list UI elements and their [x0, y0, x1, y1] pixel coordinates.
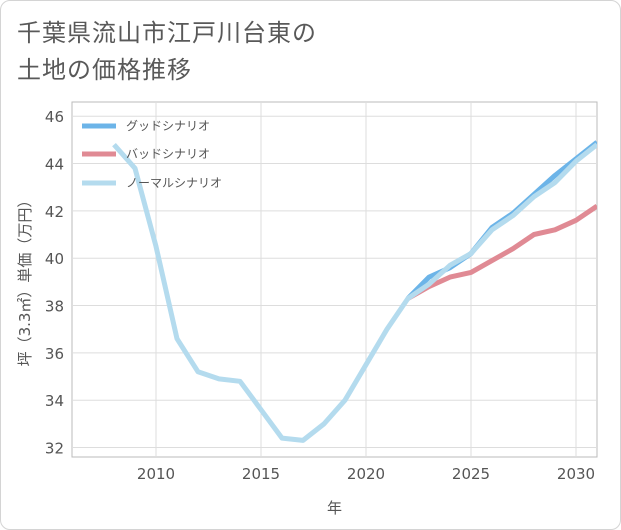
chart-title: 千葉県流山市江戸川台東の 土地の価格推移 [17, 15, 317, 89]
legend-label: グッドシナリオ [126, 119, 210, 133]
y-tick-label: 38 [45, 298, 64, 316]
chart-title-line-1: 千葉県流山市江戸川台東の [17, 19, 317, 47]
y-tick-label: 46 [45, 108, 64, 126]
y-tick-label: 42 [45, 203, 64, 221]
y-tick-label: 32 [45, 440, 64, 458]
series-line-bad [406, 204, 597, 301]
x-tick-label: 2010 [137, 465, 175, 483]
chart-title-line-2: 土地の価格推移 [17, 56, 192, 84]
x-axis-label: 年 [327, 499, 342, 517]
plot-area [71, 101, 598, 458]
legend-label: ノーマルシナリオ [126, 176, 222, 190]
y-tick-label: 40 [45, 250, 64, 268]
x-tick-label: 2015 [242, 465, 280, 483]
y-tick-label: 44 [45, 156, 64, 174]
x-tick-label: 2020 [347, 465, 385, 483]
x-tick-label: 2025 [452, 465, 490, 483]
legend-label: バッドシナリオ [126, 147, 210, 161]
y-axis-label: 坪（3.3㎡）単価（万円） [16, 193, 34, 367]
y-tick-label: 36 [45, 345, 64, 363]
series-line-normal [112, 142, 597, 443]
y-tick-label: 34 [45, 392, 64, 410]
x-tick-label: 2030 [557, 465, 595, 483]
